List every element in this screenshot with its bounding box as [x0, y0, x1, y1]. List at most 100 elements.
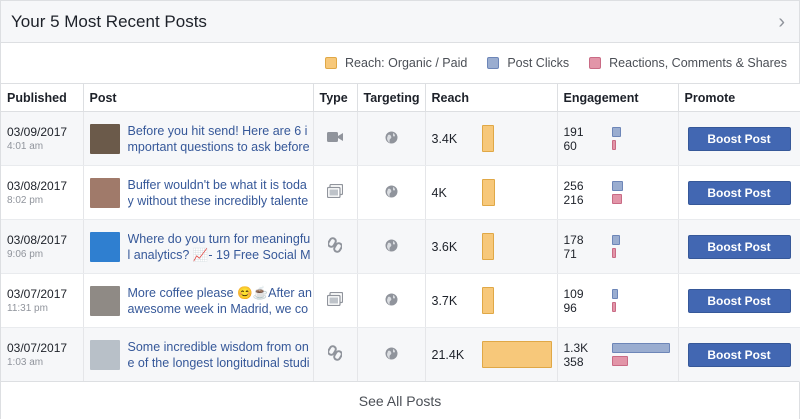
type-cell	[313, 165, 358, 220]
boost-post-button[interactable]: Boost Post	[687, 342, 791, 367]
chart-legend: Reach: Organic / Paid Post Clicks Reacti…	[1, 43, 799, 83]
promote-cell: Boost Post	[678, 327, 800, 382]
legend-label-post-clicks: Post Clicks	[507, 56, 570, 70]
published-cell: 03/07/2017 11:31 pm	[1, 273, 84, 328]
post-clicks-bar	[611, 343, 670, 353]
post-clicks-value: 191	[563, 124, 584, 139]
album-icon	[326, 291, 344, 309]
see-all-posts-link[interactable]: See All Posts	[1, 381, 799, 419]
type-cell	[313, 219, 358, 274]
col-header-type[interactable]: Type	[313, 83, 358, 112]
legend-label-reach: Reach: Organic / Paid	[345, 56, 468, 70]
promote-cell: Boost Post	[678, 111, 800, 166]
reach-bar	[481, 341, 552, 368]
reactions-bar	[611, 140, 616, 150]
reach-cell: 21.4K	[425, 327, 558, 382]
col-header-engagement[interactable]: Engagement	[557, 83, 679, 112]
reach-cell: 4K	[425, 165, 558, 220]
reach-cell: 3.7K	[425, 273, 558, 328]
post-thumbnail[interactable]	[89, 123, 120, 154]
post-text-link[interactable]: More coffee please 😊☕After an awesome we…	[127, 285, 312, 316]
post-thumbnail[interactable]	[89, 285, 120, 316]
boost-post-button[interactable]: Boost Post	[687, 180, 791, 205]
boost-post-button[interactable]: Boost Post	[687, 234, 791, 259]
published-date: 03/08/2017	[7, 179, 68, 193]
published-cell: 03/09/2017 4:01 am	[1, 111, 84, 166]
table-row: 03/09/2017 4:01 am Before you hit send! …	[1, 111, 800, 166]
posts-table: Published Post Type Targeting Reach Enga…	[1, 83, 800, 382]
globe-icon	[385, 347, 398, 363]
reach-value: 4K	[431, 185, 447, 200]
published-cell: 03/08/2017 9:06 pm	[1, 219, 84, 274]
engagement-bars	[611, 235, 620, 258]
link-icon	[327, 237, 343, 256]
post-thumbnail[interactable]	[89, 339, 120, 370]
post-clicks-value: 256	[563, 178, 584, 193]
engagement-cell: 109 96	[557, 273, 679, 328]
targeting-cell	[357, 219, 426, 274]
post-cell: Buffer wouldn't be what it is today with…	[83, 165, 314, 220]
reach-bar	[481, 179, 495, 206]
reach-cell: 3.6K	[425, 219, 558, 274]
boost-post-button[interactable]: Boost Post	[687, 126, 791, 151]
engagement-bars	[611, 343, 670, 366]
post-text-link[interactable]: Before you hit send! Here are 6 importan…	[127, 123, 310, 154]
panel-header[interactable]: Your 5 Most Recent Posts ›	[1, 1, 799, 43]
album-icon	[326, 183, 344, 201]
reactions-bar	[611, 248, 616, 258]
promote-cell: Boost Post	[678, 273, 800, 328]
engagement-values: 178 71	[564, 233, 612, 261]
engagement-cell: 191 60	[557, 111, 679, 166]
post-clicks-bar	[611, 181, 623, 191]
engagement-values: 1.3K 358	[564, 341, 612, 369]
published-date: 03/07/2017	[7, 341, 68, 355]
post-clicks-swatch	[487, 57, 500, 69]
reactions-bar	[611, 302, 616, 312]
reach-cell: 3.4K	[425, 111, 558, 166]
legend-item-reach: Reach: Organic / Paid	[325, 56, 467, 70]
engagement-values: 191 60	[564, 125, 612, 153]
published-time: 1:03 am	[7, 357, 44, 368]
reactions-value: 358	[563, 354, 584, 369]
reach-bar	[481, 125, 494, 152]
reach-value: 3.4K	[431, 131, 458, 146]
post-clicks-value: 109	[563, 286, 584, 301]
panel-title: Your 5 Most Recent Posts	[11, 11, 207, 31]
globe-icon	[385, 239, 398, 255]
post-text-link[interactable]: Where do you turn for meaningful analyti…	[127, 231, 311, 262]
col-header-targeting[interactable]: Targeting	[357, 83, 426, 112]
link-icon	[327, 345, 343, 364]
legend-item-post-clicks: Post Clicks	[487, 56, 569, 70]
boost-post-button[interactable]: Boost Post	[687, 288, 791, 313]
video-icon	[327, 131, 343, 146]
engagement-values: 109 96	[564, 287, 612, 315]
chevron-right-icon[interactable]: ›	[778, 10, 785, 33]
col-header-post[interactable]: Post	[83, 83, 314, 112]
legend-label-reactions: Reactions, Comments & Shares	[609, 56, 787, 70]
type-cell	[313, 111, 358, 166]
post-text-link[interactable]: Buffer wouldn't be what it is today with…	[127, 177, 309, 208]
reactions-value: 216	[563, 192, 584, 207]
post-text-link[interactable]: Some incredible wisdom from one of the l…	[127, 339, 310, 370]
reach-swatch	[325, 57, 338, 69]
engagement-cell: 1.3K 358	[557, 327, 679, 382]
reach-value: 3.6K	[431, 239, 458, 254]
promote-cell: Boost Post	[678, 219, 800, 274]
post-thumbnail[interactable]	[89, 177, 120, 208]
targeting-cell	[357, 273, 426, 328]
col-header-promote: Promote	[678, 83, 800, 112]
reach-bar	[481, 233, 494, 260]
table-row: 03/07/2017 1:03 am Some incredible wisdo…	[1, 327, 800, 382]
col-header-published[interactable]: Published	[1, 83, 84, 112]
col-header-reach[interactable]: Reach	[425, 83, 558, 112]
post-clicks-value: 178	[563, 232, 584, 247]
engagement-bars	[611, 127, 621, 150]
post-thumbnail[interactable]	[89, 231, 120, 262]
engagement-bars	[611, 181, 623, 204]
post-clicks-bar	[611, 235, 620, 245]
published-cell: 03/08/2017 8:02 pm	[1, 165, 84, 220]
type-cell	[313, 273, 358, 328]
globe-icon	[385, 131, 398, 147]
published-time: 4:01 am	[7, 141, 44, 152]
type-cell	[313, 327, 358, 382]
